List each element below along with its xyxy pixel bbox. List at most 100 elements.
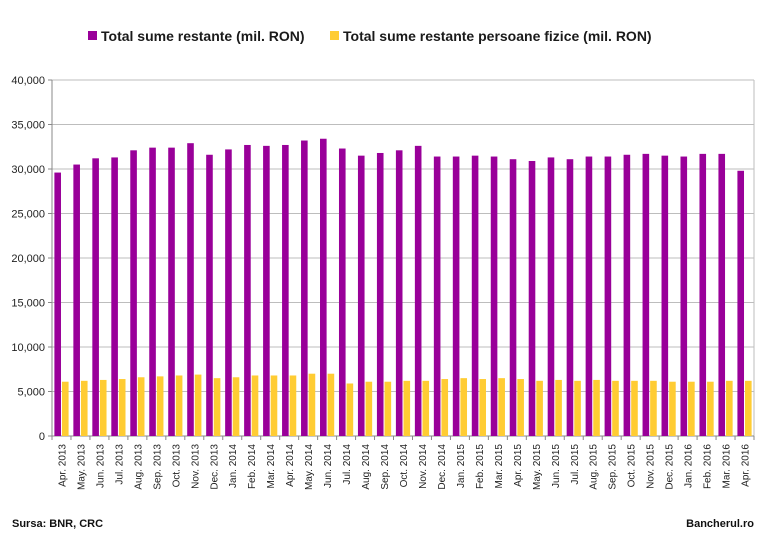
y-tick-label: 35,000 [11, 120, 45, 132]
x-tick-label: Oct. 2015 [627, 444, 638, 488]
bar-total [301, 140, 308, 436]
bar-persoane-fizice [441, 379, 449, 436]
x-axis: Apr. 2013 May. 2013 Jun. 2013 Jul. 2013 Aug.… [51, 436, 755, 490]
bar-persoane-fizice [232, 377, 240, 436]
bar-persoane-fizice [137, 377, 145, 436]
bar-persoane-fizice [384, 381, 392, 436]
legend-label-2: Total sume restante persoane fizice (mil… [343, 28, 652, 44]
y-tick-label: 20,000 [11, 253, 45, 265]
bar-persoane-fizice [61, 381, 69, 436]
bar-total [244, 144, 251, 436]
bar-total [187, 143, 194, 436]
bar-persoane-fizice [479, 379, 486, 436]
bar-persoane-fizice [270, 375, 278, 436]
bar-persoane-fizice [156, 376, 164, 436]
bar-total [225, 149, 232, 437]
bar-total [130, 150, 137, 436]
bar-total [376, 152, 384, 437]
bar-persoane-fizice [574, 380, 581, 436]
bar-persoane-fizice [593, 379, 600, 436]
bar-persoane-fizice [745, 380, 752, 436]
x-tick-label: Apr. 2014 [285, 444, 296, 487]
bar-persoane-fizice [536, 380, 543, 436]
legend-swatch-1 [88, 31, 97, 40]
bar-total [737, 170, 745, 436]
x-tick-label: Nov. 2015 [646, 444, 657, 489]
bar-persoane-fizice [365, 381, 373, 436]
x-tick-label: Jul. 2015 [570, 444, 581, 485]
x-tick-label: Sep. 2015 [608, 444, 619, 490]
x-tick-label: Mar. 2014 [266, 444, 277, 489]
x-tick-label: Feb. 2016 [703, 444, 714, 489]
bar-total [528, 160, 536, 437]
y-tick-label: 10,000 [11, 342, 45, 354]
bar-persoane-fizice [213, 378, 221, 436]
y-tick-label: 15,000 [11, 298, 45, 310]
x-tick-label: Aug. 2014 [361, 444, 372, 490]
bar-total [452, 156, 460, 437]
x-tick-label: Jun. 2013 [95, 444, 106, 488]
x-tick-label: Aug. 2015 [589, 444, 600, 490]
x-tick-label: Nov. 2013 [190, 444, 201, 489]
bar-total [547, 157, 555, 436]
bar-total [566, 159, 574, 436]
bar-total [680, 156, 688, 437]
legend-label-1: Total sume restante (mil. RON) [101, 28, 305, 44]
bar-persoane-fizice [80, 380, 88, 436]
bar-total [282, 144, 289, 436]
x-tick-label: Jul. 2014 [342, 444, 353, 485]
bar-persoane-fizice [612, 380, 619, 436]
bar-total [263, 145, 270, 437]
bar-total [73, 164, 80, 437]
y-tick-label: 25,000 [11, 209, 45, 221]
bar-total [471, 155, 479, 436]
bar-persoane-fizice [707, 381, 714, 436]
bar-total [111, 157, 118, 436]
x-tick-label: Oct. 2014 [399, 444, 410, 488]
bar-persoane-fizice [555, 379, 562, 436]
y-tick-label: 0 [39, 431, 45, 443]
x-tick-label: Jun. 2015 [551, 444, 562, 488]
bar-persoane-fizice [99, 379, 107, 436]
x-tick-label: Dec. 2013 [209, 444, 220, 490]
x-tick-label: Feb. 2014 [247, 444, 258, 489]
x-tick-label: Apr. 2015 [513, 444, 524, 487]
bar-total [661, 155, 669, 436]
x-tick-label: Nov. 2014 [418, 444, 429, 489]
bar-total [604, 156, 612, 437]
x-tick-label: Sep. 2014 [380, 444, 391, 490]
bar-total [699, 153, 707, 436]
x-tick-label: May. 2014 [304, 444, 315, 490]
bar-total [206, 154, 213, 436]
x-tick-label: Apr. 2016 [741, 444, 752, 487]
y-tick-label: 40,000 [11, 75, 45, 87]
x-tick-label: Feb. 2015 [475, 444, 486, 489]
bar-persoane-fizice [403, 380, 411, 436]
bar-persoane-fizice [650, 380, 657, 436]
bar-total [623, 154, 631, 436]
x-tick-label: Mar. 2016 [722, 444, 733, 489]
bar-persoane-fizice [346, 383, 354, 436]
x-tick-label: Oct. 2013 [171, 444, 182, 488]
bar-total [433, 156, 441, 437]
x-tick-label: Apr. 2013 [57, 444, 68, 487]
legend-swatch-2 [330, 31, 339, 40]
x-tick-label: Jan. 2015 [456, 444, 467, 488]
x-tick-label: Dec. 2015 [665, 444, 676, 490]
x-tick-label: Jan. 2016 [684, 444, 695, 488]
x-tick-label: Jun. 2014 [323, 444, 334, 488]
bar-total [642, 153, 650, 436]
bar-total [509, 159, 517, 436]
x-tick-label: Jan. 2014 [228, 444, 239, 488]
bar-persoane-fizice [327, 373, 335, 436]
legend: Total sume restante (mil. RON) Total sume… [88, 28, 652, 44]
bar-total [92, 158, 99, 436]
bar-persoane-fizice [498, 378, 505, 436]
brand-label: Bancherul.ro [686, 518, 754, 530]
bar-total [168, 147, 175, 436]
bar-persoane-fizice [289, 375, 297, 436]
bar-total [149, 147, 156, 436]
bar-total [585, 156, 593, 437]
y-tick-label: 5,000 [17, 387, 45, 399]
